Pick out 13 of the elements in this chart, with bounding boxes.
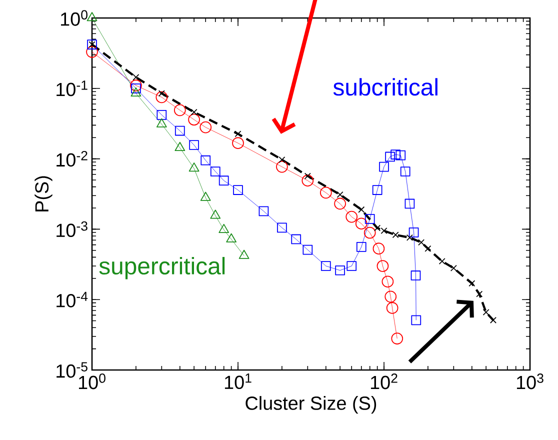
x-tick-label: 10$^{1}$ [224, 374, 252, 390]
x-tick-label: 10$^{3}$ [516, 374, 544, 390]
y-tick-label: 10$^{-1}$ [56, 80, 88, 96]
text: subcritical [333, 78, 438, 96]
series-label: supercritical [99, 256, 225, 280]
y-tick-label: 10$^{-2}$ [56, 150, 88, 167]
y-axis-title: P(S) [34, 176, 52, 212]
x-tick-label: 10$^{2}$ [370, 374, 398, 390]
x-axis-title: Cluster Size (S) [246, 396, 376, 414]
x-tick-label: 10$^{0}$ [78, 374, 106, 390]
y-tick-label: 10$^{-4}$ [56, 292, 88, 308]
y-tick-label: 10$^{-3}$ [56, 221, 88, 238]
y-tick-label: 10$^{0}$ [61, 10, 88, 26]
